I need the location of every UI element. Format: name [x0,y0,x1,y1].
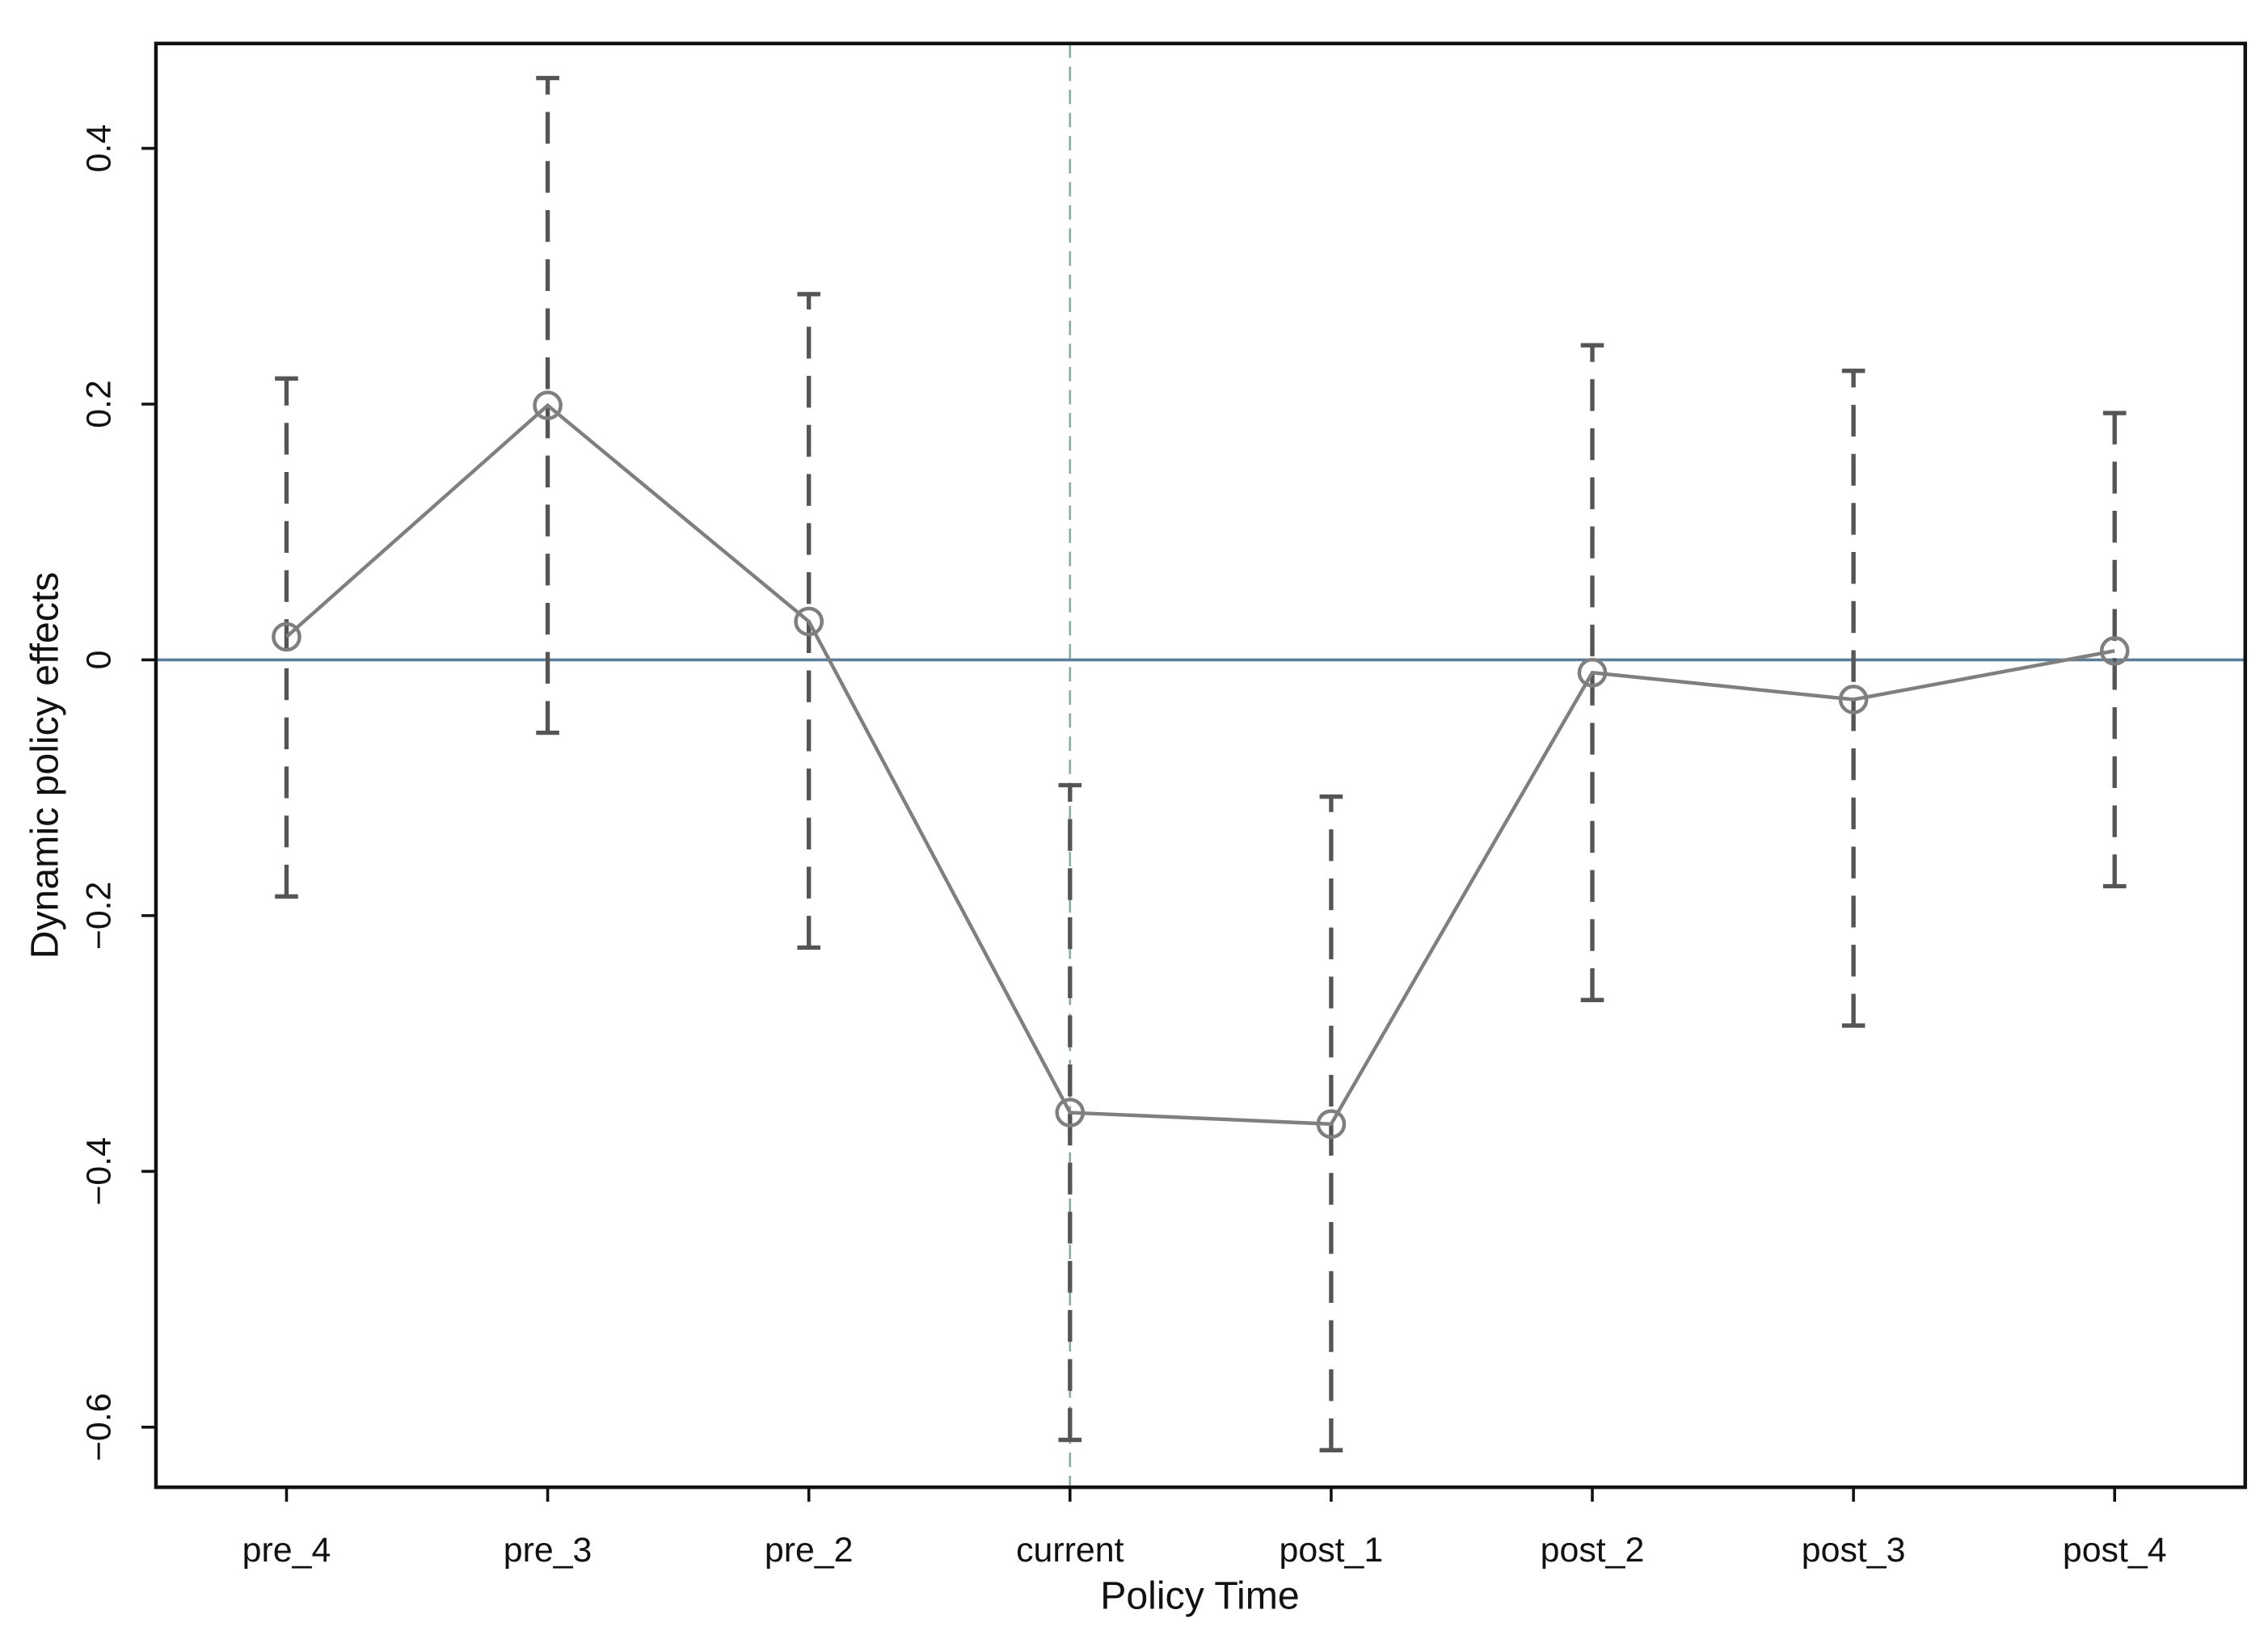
x-tick-label: pre_3 [504,1531,592,1570]
y-tick-label: 0.4 [79,124,118,173]
x-tick-label: pre_2 [765,1531,854,1570]
plot-frame [154,41,2248,1490]
point [1055,1098,1086,1127]
x-tick-label: current [1016,1531,1124,1570]
y-tick-label: −0.4 [79,1137,118,1206]
x-tick-label: post_4 [2063,1531,2167,1570]
x-axis-label: Policy Time [1100,1574,1300,1617]
x-tick-label: post_2 [1541,1531,1645,1570]
x-tick-label: pre_4 [242,1531,331,1570]
point [794,606,824,637]
point [1577,657,1608,688]
x-tick-label: post_1 [1280,1531,1384,1570]
point [272,622,301,652]
y-tick-label: −0.2 [79,882,118,950]
y-axis-label: Dynamic policy effects [23,572,67,959]
x-tick-label: post_3 [1802,1531,1906,1570]
line [285,402,2115,1127]
y-tick-label: 0 [79,651,118,670]
point [1838,685,1869,714]
point [1316,1109,1347,1140]
y-tick-label: −0.6 [79,1393,118,1461]
point [2099,636,2130,666]
point [533,390,563,420]
y-tick-label: 0.2 [79,380,118,428]
